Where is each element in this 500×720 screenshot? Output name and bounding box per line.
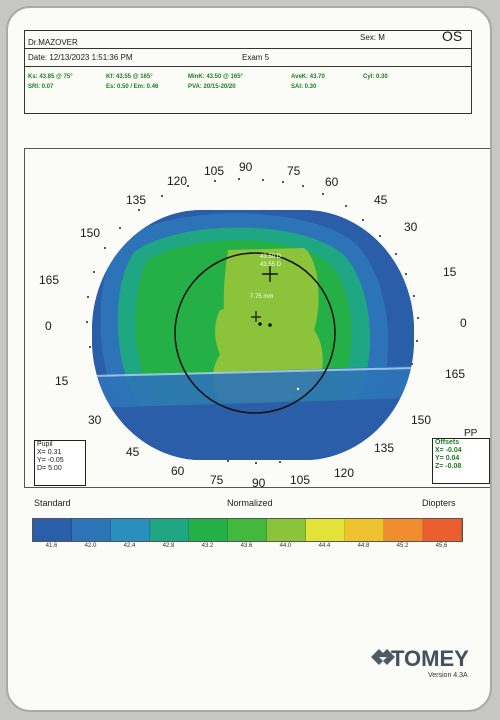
angle-label-105-bottom: 105: [290, 473, 311, 487]
angle-label-135-top: 135: [126, 193, 147, 207]
pupil-y: Y= -0.05: [37, 457, 64, 464]
scale-label-2: 42.0: [84, 543, 97, 549]
pupil-box: Pupil X= 0.31 Y= -0.05 D= 5.00: [34, 440, 86, 486]
angle-label-30-right: 30: [404, 220, 418, 234]
pupil-circle: [174, 252, 336, 414]
angle-label-15-right: 15: [443, 265, 457, 279]
map-mid-text: 7.75 mm: [250, 294, 274, 300]
scale-label-9: 44.8: [357, 543, 370, 549]
angle-label-150-right: 150: [411, 413, 432, 427]
angle-label-60-bottom: 60: [171, 464, 185, 478]
scale-cell-1: [33, 519, 72, 541]
scale-cell-6: [228, 519, 267, 541]
brand-name: TOMEY: [391, 646, 469, 671]
scale-cell-2: [72, 519, 111, 541]
scale-label-7: 44.0: [279, 543, 292, 549]
legend-center-caption: Normalized: [227, 498, 273, 508]
scale-label-11: 45.6: [435, 543, 448, 549]
scale-label-4: 42.8: [162, 543, 175, 549]
exam-date: Date: 12/13/2023 1:51:36 PM: [28, 53, 133, 62]
angle-label-90-bottom: 90: [252, 476, 266, 490]
scale-cell-9: [345, 519, 384, 541]
crosshair-upper: [262, 266, 278, 282]
angle-label-75-bottom: 75: [210, 473, 224, 487]
scale-cell-10: [384, 519, 423, 541]
angle-label-90-top: 90: [239, 160, 253, 174]
angle-label-150-left: 150: [80, 226, 101, 240]
crosshair-center: [251, 311, 261, 322]
angle-label-45-top: 45: [374, 193, 388, 207]
angle-label-165-left: 165: [39, 273, 60, 287]
scale-labels: 41.6 42.0 42.4 42.8 43.2 43.6 44.0 44.4 …: [32, 543, 461, 549]
map-value-2: 43.55 D: [260, 262, 282, 268]
offset-z: Z= -0.08: [435, 463, 462, 470]
angle-label-105-top: 105: [204, 164, 225, 178]
tomey-logo-icon: [371, 649, 395, 665]
brand-version: Version 4.3A: [428, 672, 468, 679]
report-page: Dr.MAZOVER Sex: M OS Date: 12/13/2023 1:…: [6, 6, 492, 712]
angle-label-120-bottom: 120: [334, 466, 355, 480]
legend-left-caption: Standard: [34, 498, 71, 508]
angle-label-0-right: 0: [460, 316, 467, 330]
exam-number: Exam 5: [242, 53, 270, 62]
offsets-box: Offsets X= -0.04 Y= 0.04 Z= -0.08: [432, 438, 490, 484]
scale-cell-7: [267, 519, 306, 541]
header-divider-2: [24, 66, 472, 67]
scale-cell-4: [150, 519, 189, 541]
angle-label-135-right: 135: [374, 441, 395, 455]
pp-label: PP: [464, 428, 478, 439]
index-avek: AveK: 43.70: [291, 74, 325, 80]
header-divider-1: [24, 48, 472, 49]
index-ks: Ks: 43.85 @ 75°: [28, 74, 73, 80]
angle-label-75-top: 75: [287, 164, 301, 178]
center-dot-2: [268, 323, 272, 327]
sex-label: Sex: M: [360, 33, 385, 42]
index-sri: SRI: 0.07: [28, 84, 54, 90]
index-cyl: Cyl: 0.30: [363, 74, 388, 80]
legend-right-caption: Diopters: [422, 498, 456, 508]
index-sai: SAI: 0.30: [291, 84, 317, 90]
scale-cell-3: [111, 519, 150, 541]
index-ecc: Es: 0.50 / Em: 0.46: [106, 84, 159, 90]
scale-cell-5: [189, 519, 228, 541]
center-dot: [258, 322, 262, 326]
angle-label-0-left: 0: [45, 319, 52, 333]
scale-cell-8: [306, 519, 345, 541]
scale-label-3: 42.4: [123, 543, 136, 549]
pupil-d: D= 5.00: [37, 465, 62, 472]
header-box: [24, 30, 472, 114]
offset-y: Y= 0.04: [435, 455, 460, 462]
scale-label-6: 43.6: [240, 543, 253, 549]
angle-label-45-left: 45: [126, 445, 140, 459]
angle-label-15-left: 15: [55, 374, 69, 388]
scale-label-10: 45.2: [396, 543, 409, 549]
pupil-title: Pupil: [37, 441, 53, 448]
scale-label-1: 41.6: [45, 543, 58, 549]
color-scale: [32, 518, 463, 542]
corneal-map: [86, 178, 419, 464]
eye-label: OS: [442, 28, 463, 44]
scale-label-8: 44.4: [318, 543, 331, 549]
index-pva: PVA: 20/15-20/20: [188, 84, 236, 90]
doctor-name: Dr.MAZOVER: [28, 38, 78, 47]
index-mink: MinK: 43.50 @ 165°: [188, 74, 243, 80]
angle-label-30-left: 30: [88, 413, 102, 427]
offset-x: X= -0.04: [435, 447, 462, 454]
map-box: [24, 148, 490, 488]
white-marker: [296, 387, 300, 391]
index-kf: Kf: 43.55 @ 165°: [106, 74, 153, 80]
angle-label-165-right: 165: [445, 367, 466, 381]
angle-label-120-top: 120: [167, 174, 188, 188]
angle-label-60-top: 60: [325, 175, 339, 189]
scale-cell-11: [423, 519, 462, 541]
scale-label-5: 43.2: [201, 543, 214, 549]
map-value-1: 43.50 D: [260, 254, 282, 260]
pupil-x: X= 0.31: [37, 449, 62, 456]
offset-title: Offsets: [435, 439, 460, 446]
